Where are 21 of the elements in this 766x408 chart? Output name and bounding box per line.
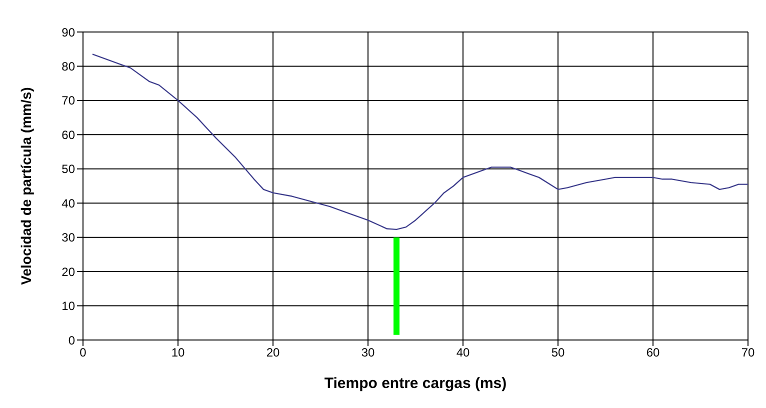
y-tick-label: 60 [62, 128, 76, 142]
y-tick-label: 10 [62, 299, 76, 314]
y-tick-label: 20 [62, 264, 76, 279]
y-tick-label: 70 [62, 94, 76, 108]
x-tick-label: 60 [646, 346, 660, 360]
x-axis-title: Tiempo entre cargas (ms) [324, 375, 507, 392]
x-tick-label: 50 [551, 346, 565, 360]
y-tick-label: 40 [62, 196, 76, 210]
x-tick-label: 40 [456, 346, 470, 360]
line-series [92, 54, 748, 230]
x-tick-label: 70 [741, 346, 755, 360]
y-tick-label: 30 [62, 230, 76, 245]
y-tick-label: 80 [62, 59, 76, 74]
y-tick-label: 50 [62, 162, 76, 176]
x-tick-label: 20 [266, 346, 280, 360]
x-tick-label: 30 [361, 346, 375, 360]
y-tick-label: 0 [68, 333, 76, 348]
x-tick-label: 10 [171, 346, 185, 360]
x-tick-label: 0 [80, 346, 87, 360]
y-tick-label: 90 [62, 25, 76, 40]
y-axis-title: Velocidad de partícula (mm/s) [18, 87, 34, 285]
